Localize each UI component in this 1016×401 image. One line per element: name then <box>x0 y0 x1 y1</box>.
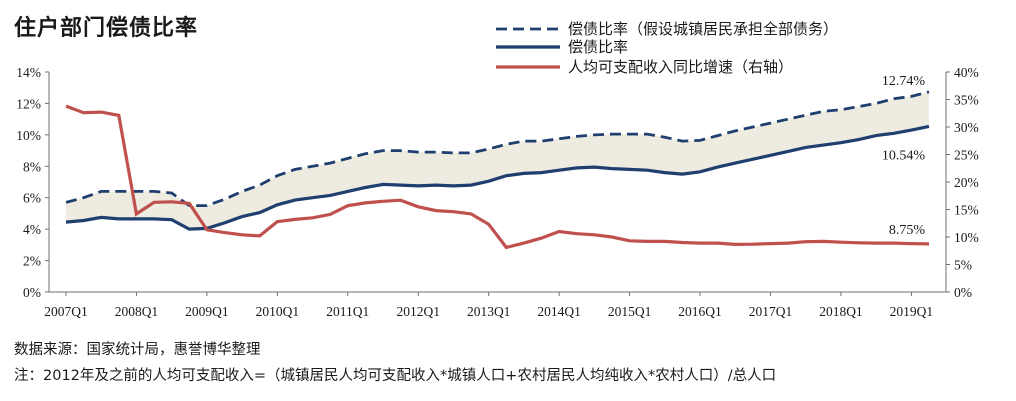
right-tick-label: 5% <box>954 258 972 273</box>
annotation-red-end: 8.75% <box>889 223 926 238</box>
legend-label: 偿债比率（假设城镇居民承担全部债务） <box>568 20 838 38</box>
x-tick-label: 2011Q1 <box>326 304 369 319</box>
legend-label: 人均可支配收入同比增速（右轴） <box>568 58 793 76</box>
left-tick-label: 2% <box>23 254 41 269</box>
x-tick-label: 2007Q1 <box>44 304 88 319</box>
x-tick-label: 2015Q1 <box>608 304 652 319</box>
source-note: 数据来源：国家统计局，惠誉博华整理 <box>14 342 261 358</box>
right-tick-label: 15% <box>954 203 979 218</box>
x-tick-label: 2016Q1 <box>678 304 722 319</box>
right-tick-label: 40% <box>954 65 979 80</box>
x-tick-label: 2010Q1 <box>256 304 300 319</box>
x-tick-label: 2008Q1 <box>115 304 159 319</box>
right-tick-label: 35% <box>954 93 979 108</box>
gap-band <box>66 91 929 230</box>
annotation-solid-end: 10.54% <box>882 148 926 163</box>
legend-label: 偿债比率 <box>568 38 628 56</box>
footnote: 注：2012年及之前的人均可支配收入=（城镇居民人均可支配收入*城镇人口+农村居… <box>14 368 777 384</box>
right-tick-label: 25% <box>954 148 979 163</box>
right-tick-label: 30% <box>954 120 979 135</box>
right-tick-label: 20% <box>954 175 979 190</box>
left-tick-label: 10% <box>16 128 41 143</box>
left-tick-label: 12% <box>16 96 41 111</box>
x-tick-label: 2014Q1 <box>537 304 581 319</box>
left-tick-label: 8% <box>23 159 41 174</box>
x-tick-label: 2019Q1 <box>890 304 934 319</box>
series-solid-line <box>65 124 930 231</box>
left-tick-label: 14% <box>16 65 41 80</box>
x-tick-label: 2018Q1 <box>819 304 863 319</box>
x-tick-label: 2009Q1 <box>185 304 229 319</box>
x-tick-label: 2012Q1 <box>396 304 440 319</box>
x-tick-label: 2013Q1 <box>467 304 511 319</box>
chart-title: 住户部门偿债比率 <box>14 16 199 41</box>
left-tick-label: 4% <box>23 222 41 237</box>
right-tick-label: 0% <box>954 285 972 300</box>
series-dashed-line <box>65 90 930 207</box>
series-red-line <box>65 104 930 250</box>
right-tick-label: 10% <box>954 230 979 245</box>
annotation-dashed-end: 12.74% <box>882 74 926 89</box>
x-tick-label: 2017Q1 <box>749 304 793 319</box>
left-tick-label: 6% <box>23 191 41 206</box>
chart-svg: 0% 2% 4% 6% 8% 10% 12% 14% 0% 5% 10% 15% 20% 25% 30% 35… <box>16 20 979 319</box>
left-tick-label: 0% <box>23 285 41 300</box>
